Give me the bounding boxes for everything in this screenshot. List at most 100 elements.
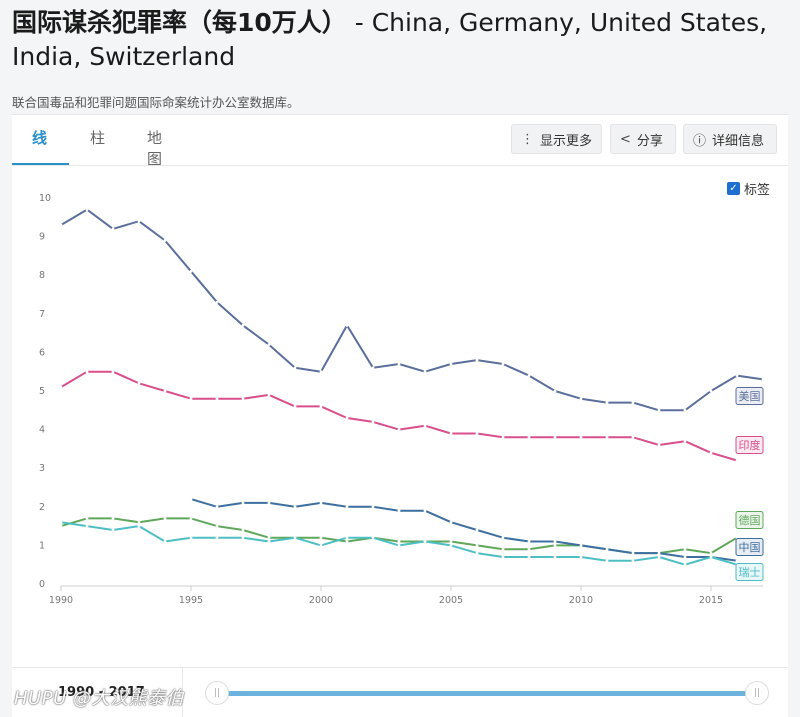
range-label-divider (182, 668, 183, 717)
data-point (475, 432, 479, 435)
data-point (59, 520, 63, 524)
data-point (189, 269, 193, 273)
data-point (319, 405, 323, 408)
data-point (111, 528, 115, 532)
data-point (423, 370, 427, 374)
y-tick-label: 1 (39, 540, 45, 551)
data-point (527, 374, 531, 377)
data-point (605, 401, 609, 404)
data-point (709, 389, 713, 393)
y-tick-label: 5 (39, 386, 45, 397)
data-point (163, 239, 167, 242)
data-point (501, 536, 505, 540)
data-point (527, 435, 531, 439)
data-point (267, 343, 271, 347)
data-point (215, 505, 219, 509)
data-point (59, 385, 63, 389)
watermark: HUPU @大汉熊泰伯 (14, 688, 184, 709)
data-point (397, 544, 401, 547)
data-point (657, 408, 661, 412)
data-point (657, 443, 661, 447)
series-end-label: 德国 (739, 513, 761, 527)
labels-toggle-label: 标签 (744, 183, 771, 198)
range-slider-track[interactable] (217, 691, 757, 696)
show-more-button[interactable]: ⋮ 显示更多 (511, 124, 602, 154)
data-point (475, 544, 479, 547)
x-tick-label: 1995 (179, 595, 203, 606)
data-point (475, 528, 479, 532)
data-point (345, 536, 349, 540)
data-point (163, 389, 167, 393)
data-point (371, 420, 375, 424)
show-more-label: 显示更多 (540, 133, 593, 149)
data-point (449, 540, 453, 543)
data-point (527, 555, 531, 559)
share-button[interactable]: < 分享 (610, 124, 676, 154)
data-point (371, 505, 375, 509)
y-tick-label: 2 (39, 502, 45, 513)
vertical-dots-icon: ⋮ (521, 131, 534, 147)
range-slider-end-handle[interactable]: || (745, 681, 769, 705)
series-end-label-bg (736, 538, 763, 556)
checkbox-checked-icon[interactable]: ✓ (727, 182, 740, 195)
data-point (59, 524, 63, 528)
data-point (605, 559, 609, 563)
data-point (735, 459, 739, 462)
x-tick-label: 1990 (49, 595, 73, 606)
data-point (735, 559, 739, 563)
data-point (137, 520, 141, 524)
y-tick-label: 9 (39, 232, 45, 243)
data-point (449, 520, 453, 524)
source-note: 联合国毒品和犯罪问题国际命案统计办公室数据库。 (12, 95, 300, 110)
data-point (579, 555, 583, 559)
y-tick-label: 3 (39, 463, 45, 474)
data-point (709, 555, 713, 559)
data-point (683, 439, 687, 443)
data-point (345, 416, 349, 420)
data-point (579, 544, 583, 547)
data-point (137, 219, 141, 223)
data-point (631, 551, 635, 555)
data-point (553, 544, 557, 547)
data-point (579, 397, 583, 401)
details-button[interactable]: ⓘ 详细信息 (683, 124, 777, 154)
series-end-label-box (735, 511, 764, 529)
data-point (449, 432, 453, 435)
page-title-zh: 国际谋杀犯罪率（每10万人） (12, 8, 347, 37)
y-tick-label: 7 (39, 309, 45, 320)
data-point (501, 555, 505, 559)
data-point (111, 370, 115, 374)
data-point (631, 559, 635, 563)
data-point (215, 397, 219, 401)
series-end-label-box (735, 538, 764, 556)
data-point (449, 362, 453, 366)
data-point (501, 362, 505, 366)
series-end-label-bg (736, 511, 763, 529)
active-tab-indicator (12, 163, 69, 165)
series-end-label-box (735, 436, 764, 454)
data-point (241, 397, 245, 401)
data-point (111, 227, 115, 231)
data-point (475, 551, 479, 555)
data-point (371, 366, 375, 370)
data-point (111, 516, 115, 520)
tab-map[interactable]: 地图 (147, 129, 163, 168)
y-tick-label: 6 (39, 347, 45, 358)
data-point (553, 555, 557, 559)
x-tick-label: 2010 (569, 595, 593, 606)
data-point (423, 509, 427, 513)
labels-toggle[interactable]: ✓ 标签 (727, 179, 770, 198)
y-tick-label: 0 (39, 579, 45, 590)
series-end-label: 美国 (739, 390, 761, 403)
series-end-label: 瑞士 (739, 565, 761, 579)
data-point (293, 366, 297, 370)
range-slider-start-handle[interactable]: || (205, 681, 229, 705)
details-label: 详细信息 (712, 133, 765, 149)
data-point (553, 540, 557, 543)
data-point (85, 370, 89, 374)
tab-bar[interactable]: 柱 (90, 129, 106, 147)
tab-line[interactable]: 线 (32, 129, 48, 147)
chart-card: 线 柱 地图 ⋮ 显示更多 < 分享 ⓘ 详细信息 ✓ 标签 0 1 2 3 4 5 6 7 8… (12, 114, 788, 717)
range-label: 1990 - 2017 (58, 685, 145, 700)
share-label: 分享 (636, 133, 663, 149)
